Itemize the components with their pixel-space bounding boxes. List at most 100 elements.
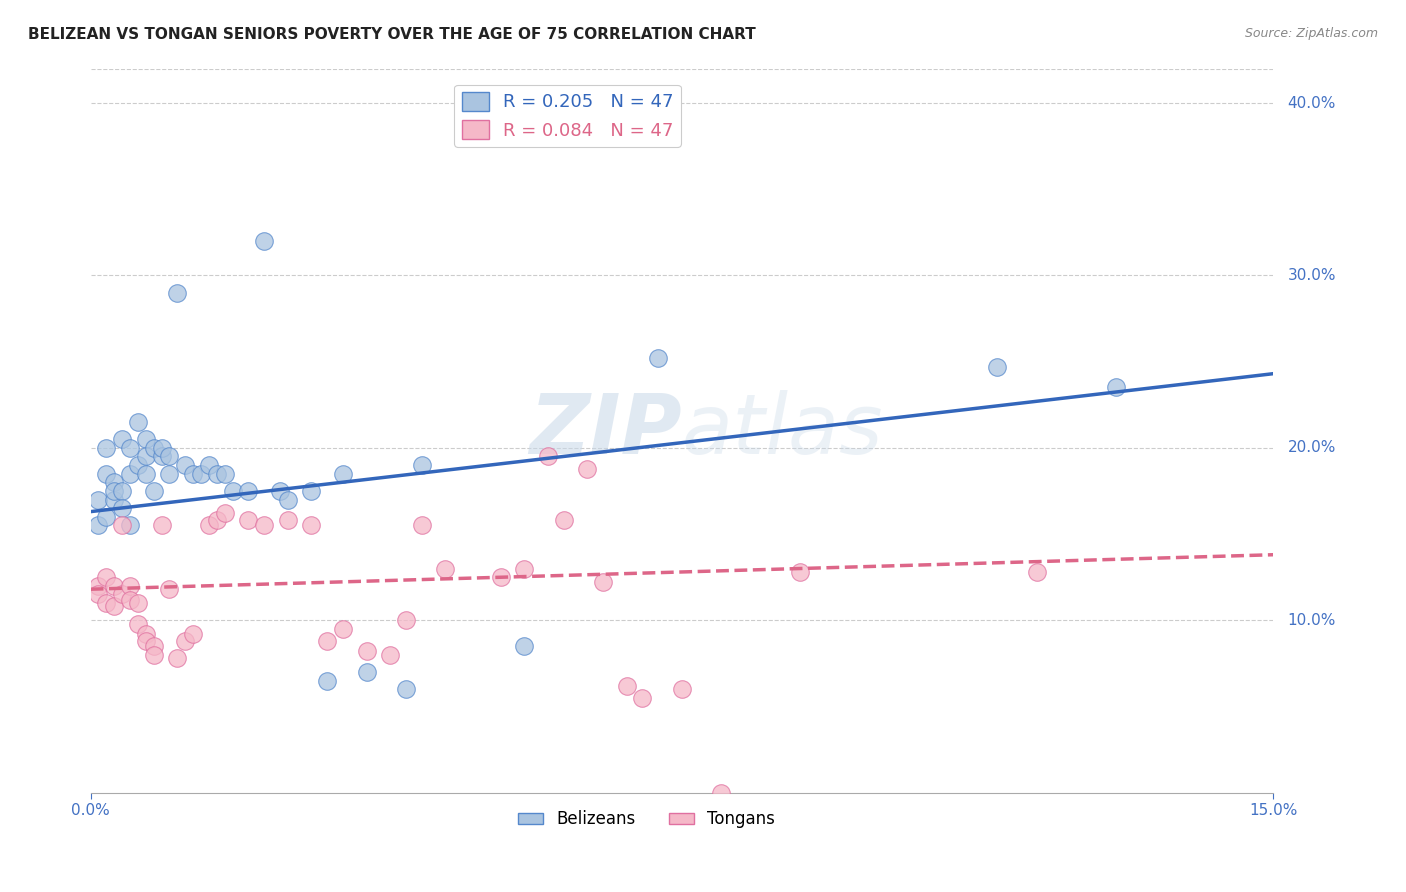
Point — [135, 432, 157, 446]
Point — [299, 483, 322, 498]
Point — [986, 359, 1008, 374]
Point — [118, 518, 141, 533]
Point — [166, 651, 188, 665]
Point — [142, 639, 165, 653]
Point — [150, 450, 173, 464]
Point — [647, 351, 669, 366]
Point — [142, 483, 165, 498]
Point — [671, 682, 693, 697]
Point — [616, 679, 638, 693]
Point — [150, 441, 173, 455]
Point — [316, 673, 339, 688]
Point — [111, 587, 134, 601]
Text: 20.0%: 20.0% — [1288, 441, 1336, 455]
Point — [277, 492, 299, 507]
Point — [111, 501, 134, 516]
Point — [356, 644, 378, 658]
Point — [332, 467, 354, 481]
Point — [789, 565, 811, 579]
Point — [103, 475, 125, 490]
Point — [592, 575, 614, 590]
Legend: Belizeans, Tongans: Belizeans, Tongans — [512, 804, 782, 835]
Point — [299, 518, 322, 533]
Point — [118, 441, 141, 455]
Point — [159, 450, 181, 464]
Point — [111, 518, 134, 533]
Point — [1025, 565, 1047, 579]
Point — [356, 665, 378, 679]
Point — [395, 613, 418, 627]
Point — [1104, 380, 1126, 394]
Point — [103, 492, 125, 507]
Point — [513, 639, 536, 653]
Point — [537, 450, 560, 464]
Point — [198, 518, 221, 533]
Point — [103, 579, 125, 593]
Point — [238, 483, 260, 498]
Point — [135, 467, 157, 481]
Point — [96, 509, 118, 524]
Point — [277, 513, 299, 527]
Point — [513, 561, 536, 575]
Point — [489, 570, 512, 584]
Point — [159, 582, 181, 597]
Text: 30.0%: 30.0% — [1288, 268, 1336, 283]
Point — [159, 467, 181, 481]
Point — [380, 648, 402, 662]
Point — [181, 467, 204, 481]
Text: 40.0%: 40.0% — [1288, 95, 1336, 111]
Point — [96, 441, 118, 455]
Text: Source: ZipAtlas.com: Source: ZipAtlas.com — [1244, 27, 1378, 40]
Point — [631, 690, 654, 705]
Point — [214, 467, 236, 481]
Point — [87, 579, 110, 593]
Point — [118, 467, 141, 481]
Point — [269, 483, 291, 498]
Point — [190, 467, 212, 481]
Point — [111, 483, 134, 498]
Point — [103, 599, 125, 614]
Point — [253, 234, 276, 248]
Point — [174, 458, 197, 472]
Point — [553, 513, 575, 527]
Point — [205, 467, 228, 481]
Point — [142, 648, 165, 662]
Point — [181, 627, 204, 641]
Point — [150, 518, 173, 533]
Point — [96, 596, 118, 610]
Point — [166, 285, 188, 300]
Point — [238, 513, 260, 527]
Point — [127, 596, 149, 610]
Point — [395, 682, 418, 697]
Point — [174, 634, 197, 648]
Point — [127, 458, 149, 472]
Point — [205, 513, 228, 527]
Point — [576, 461, 599, 475]
Point — [142, 441, 165, 455]
Point — [111, 432, 134, 446]
Text: ZIP: ZIP — [529, 390, 682, 471]
Point — [221, 483, 243, 498]
Text: 10.0%: 10.0% — [1288, 613, 1336, 628]
Point — [127, 415, 149, 429]
Point — [96, 570, 118, 584]
Point — [118, 579, 141, 593]
Point — [87, 587, 110, 601]
Point — [253, 518, 276, 533]
Point — [434, 561, 457, 575]
Point — [198, 458, 221, 472]
Point — [96, 467, 118, 481]
Point — [135, 627, 157, 641]
Point — [135, 450, 157, 464]
Point — [118, 592, 141, 607]
Point — [316, 634, 339, 648]
Text: atlas: atlas — [682, 390, 883, 471]
Point — [332, 622, 354, 636]
Point — [411, 458, 433, 472]
Text: BELIZEAN VS TONGAN SENIORS POVERTY OVER THE AGE OF 75 CORRELATION CHART: BELIZEAN VS TONGAN SENIORS POVERTY OVER … — [28, 27, 756, 42]
Point — [127, 616, 149, 631]
Point — [87, 518, 110, 533]
Point — [411, 518, 433, 533]
Point — [135, 634, 157, 648]
Point — [103, 483, 125, 498]
